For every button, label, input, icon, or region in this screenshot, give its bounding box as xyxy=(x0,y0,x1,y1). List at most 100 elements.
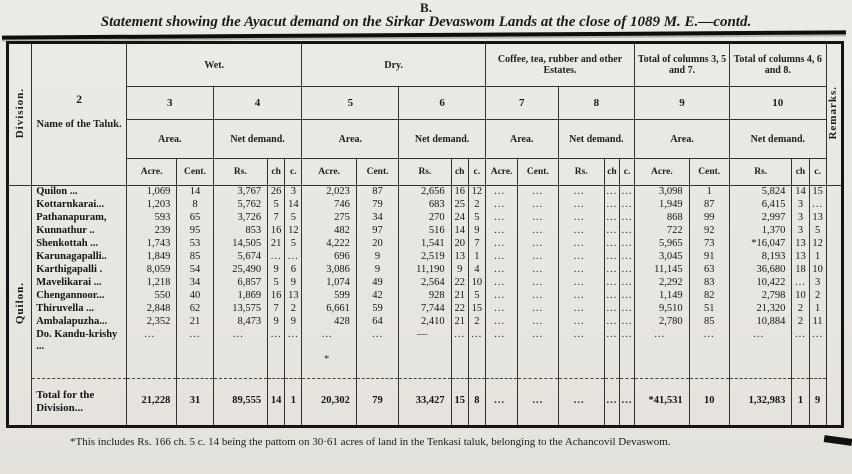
total-row: Total for the Division... 21,228 31 89,555 1… xyxy=(8,377,843,426)
cell: ... xyxy=(603,211,621,225)
cell: 54 xyxy=(176,263,214,277)
taluk-name: Shenkottah ... xyxy=(31,237,127,251)
cell: ... xyxy=(557,289,605,303)
subheader: Acre. xyxy=(634,158,690,186)
group-header-row: Division. 2 Name of the Taluk. Wet. Dry.… xyxy=(6,42,844,186)
cell: ... xyxy=(517,250,559,264)
subheader: Rs. xyxy=(728,158,793,186)
cell: 10,422 xyxy=(728,276,793,290)
cell: 15 xyxy=(467,302,486,316)
cell: 550 xyxy=(125,289,178,303)
cell: ... xyxy=(301,328,357,354)
cell: ... xyxy=(618,250,636,264)
spacer-cell xyxy=(634,353,690,378)
cell: 85 xyxy=(688,315,730,329)
cell: ... xyxy=(618,263,636,277)
table-body: Quilon. Quilon ... 1,069 14 3,767 26 3 2,023 87 2… xyxy=(6,185,844,426)
cell: 26 xyxy=(267,185,286,199)
cell: ... xyxy=(634,328,690,354)
remarks-column-header: Remarks. xyxy=(825,42,844,186)
cell: ... xyxy=(603,276,621,290)
column-number: 3 xyxy=(125,86,214,120)
cell: 428 xyxy=(301,315,357,329)
cell: 5,674 xyxy=(212,250,269,264)
spacer-cell xyxy=(688,353,730,378)
cell: 6,661 xyxy=(301,302,357,316)
cell: 593 xyxy=(125,211,178,225)
table-row: Pathanapuram, 593 65 3,726 7 5 275 34 270 24 5....… xyxy=(8,211,843,225)
taluk-name: Kunnathur .. xyxy=(31,224,127,238)
total-cell: ... xyxy=(484,377,519,426)
cell: 73 xyxy=(688,237,730,251)
spacer-cell xyxy=(267,353,286,378)
group-dry: Dry. xyxy=(301,42,486,87)
subheader: Cent. xyxy=(688,158,730,186)
subheader: Rs. xyxy=(398,158,452,186)
spacer-cell xyxy=(791,353,810,378)
cell: 1,541 xyxy=(398,237,452,251)
cell: ... xyxy=(603,263,621,277)
cell: 63 xyxy=(688,263,730,277)
cell: ... xyxy=(284,328,303,354)
cell: 11,145 xyxy=(634,263,690,277)
cell: 6,857 xyxy=(212,276,269,290)
cell: 3 xyxy=(808,276,827,290)
cell: ... xyxy=(618,237,636,251)
cell: 9 xyxy=(355,263,400,277)
cell: 13 xyxy=(791,250,810,264)
subheader: Rs. xyxy=(557,158,605,186)
cell: ... xyxy=(484,185,519,199)
taluk-name: Karthigapalli . xyxy=(31,263,127,277)
cell: 2,352 xyxy=(125,315,178,329)
total-cell: 8 xyxy=(467,377,486,426)
cell: 12 xyxy=(467,185,486,199)
cell: ... xyxy=(517,211,559,225)
column-label: Net demand. xyxy=(728,119,827,159)
cell: 20 xyxy=(450,237,469,251)
cell: ... xyxy=(618,198,636,212)
taluk-column-number: 2 xyxy=(76,92,83,106)
cell: 2 xyxy=(467,315,486,329)
cell: ... xyxy=(517,224,559,238)
table-row: Thiruvella ... 2,848 62 13,575 7 2 6,661 59 7,74… xyxy=(8,302,843,316)
total-cell: 1 xyxy=(284,377,303,426)
cell: ... xyxy=(557,315,605,329)
total-cell: 14 xyxy=(267,377,286,426)
cell: ... xyxy=(791,276,810,290)
spacer-cell xyxy=(557,353,605,378)
cell: 92 xyxy=(688,224,730,238)
cell: 1,069 xyxy=(125,185,178,199)
cell: 51 xyxy=(688,302,730,316)
subheader: c. xyxy=(467,158,486,186)
cell: ... xyxy=(557,237,605,251)
spacer-cell xyxy=(484,353,519,378)
spacer-cell xyxy=(450,353,469,378)
cell: 14 xyxy=(284,198,303,212)
cell: 21 xyxy=(267,237,286,251)
column-number-row: 3 4 5 6 7 8 9 10 xyxy=(8,86,843,120)
cell: ... xyxy=(618,224,636,238)
cell: 8,473 xyxy=(212,315,269,329)
spacer-cell xyxy=(31,353,127,378)
cell: 3 xyxy=(284,185,303,199)
division-value: Quilon. xyxy=(6,185,33,426)
total-cell: ... xyxy=(618,377,636,426)
cell: ... xyxy=(603,315,621,329)
cell: ... xyxy=(618,302,636,316)
taluk-name: Quilon ... xyxy=(31,185,127,199)
cell: 13 xyxy=(808,211,827,225)
cell: ... xyxy=(618,315,636,329)
cell: ... xyxy=(517,328,559,354)
taluk-name: Kottarnkarai... xyxy=(31,198,127,212)
cell: ... xyxy=(557,198,605,212)
column-number: 10 xyxy=(728,86,827,120)
cell: 15 xyxy=(808,185,827,199)
cell: ... xyxy=(267,250,286,264)
cell: 53 xyxy=(176,237,214,251)
table-row: Karunagapalli.. 1,849 85 5,674...... 696 9 2,5… xyxy=(8,250,843,264)
cell: *16,047 xyxy=(728,237,793,251)
cell: 270 xyxy=(398,211,452,225)
cell: 7 xyxy=(267,302,286,316)
column-number: 7 xyxy=(484,86,559,120)
spacer-cell xyxy=(355,353,400,378)
